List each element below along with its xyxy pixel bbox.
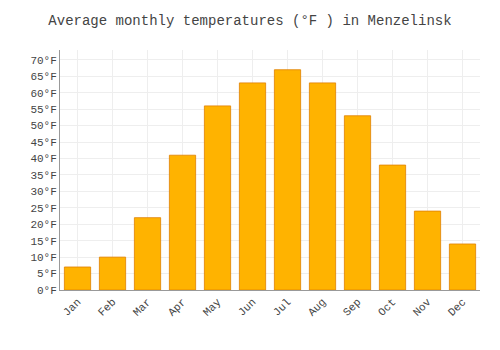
- svg-text:45°F: 45°F: [30, 137, 56, 149]
- svg-text:20°F: 20°F: [30, 219, 56, 231]
- svg-text:Jul: Jul: [271, 296, 293, 318]
- svg-text:50°F: 50°F: [30, 120, 56, 132]
- svg-text:30°F: 30°F: [30, 186, 56, 198]
- svg-text:25°F: 25°F: [30, 203, 56, 215]
- svg-text:Dec: Dec: [446, 296, 468, 318]
- svg-text:Nov: Nov: [411, 296, 434, 319]
- svg-text:15°F: 15°F: [30, 236, 56, 248]
- svg-text:35°F: 35°F: [30, 170, 56, 182]
- svg-text:Jan: Jan: [61, 296, 83, 318]
- svg-text:Feb: Feb: [96, 296, 118, 318]
- svg-text:40°F: 40°F: [30, 153, 56, 165]
- svg-text:Aug: Aug: [306, 296, 328, 318]
- svg-text:Apr: Apr: [166, 296, 188, 318]
- svg-text:0°F: 0°F: [37, 285, 57, 297]
- svg-text:Average monthly temperatures (: Average monthly temperatures (°F ) in Me…: [48, 13, 451, 29]
- svg-text:65°F: 65°F: [30, 71, 56, 83]
- svg-text:70°F: 70°F: [30, 55, 56, 67]
- svg-text:5°F: 5°F: [37, 268, 57, 280]
- svg-text:May: May: [201, 296, 224, 319]
- svg-text:60°F: 60°F: [30, 88, 56, 100]
- svg-text:55°F: 55°F: [30, 104, 56, 116]
- svg-text:10°F: 10°F: [30, 252, 56, 264]
- svg-text:Jun: Jun: [236, 296, 258, 318]
- svg-text:Sep: Sep: [341, 296, 363, 318]
- svg-text:Mar: Mar: [131, 296, 153, 318]
- svg-text:Oct: Oct: [376, 296, 398, 318]
